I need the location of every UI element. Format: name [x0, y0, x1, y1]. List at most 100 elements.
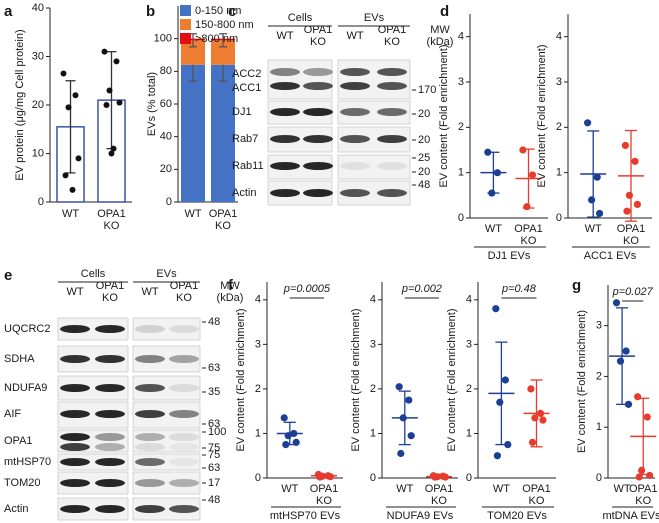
x-axis-label: NDUFA9 EVs	[387, 510, 454, 522]
y-tick-label: 4	[255, 294, 261, 306]
mw-marker: 20	[418, 166, 430, 178]
protein-label: NDUFA9	[4, 382, 47, 394]
mw-marker: 48	[418, 179, 430, 191]
blot-band	[135, 479, 165, 487]
y-axis-label: EV content (Fold enrichment)	[235, 308, 247, 451]
data-point	[496, 398, 504, 406]
mw-marker: 170	[418, 84, 436, 96]
data-point	[523, 203, 531, 211]
blot-band	[303, 108, 333, 116]
data-point	[646, 471, 654, 480]
blot-band	[270, 108, 300, 116]
data-point	[397, 449, 405, 458]
mw-marker: 63	[208, 362, 220, 374]
blot-band	[377, 189, 407, 197]
blot-band	[135, 325, 165, 333]
y-tick-label: 2	[466, 383, 472, 395]
data-point	[622, 347, 630, 355]
blot-band	[95, 443, 125, 451]
blot-band	[270, 135, 300, 143]
blot-strip	[337, 59, 411, 100]
y-tick-label: 4	[556, 31, 562, 43]
x-tick-label: OPA1 KO	[97, 208, 126, 232]
data-point	[62, 172, 69, 179]
blot-band	[60, 505, 90, 513]
blot-band	[60, 355, 90, 363]
blot-band	[169, 479, 199, 487]
data-point	[407, 432, 415, 440]
blot-band	[303, 135, 333, 143]
blot-band	[270, 162, 300, 170]
mw-marker: 25	[418, 152, 430, 164]
y-tick-label: 1	[596, 421, 602, 433]
legend-swatch	[180, 5, 191, 16]
data-point	[108, 150, 115, 157]
x-tick-label: OPA1 KO	[522, 483, 551, 507]
y-tick-label: 1	[255, 427, 261, 439]
y-tick-label: 1	[458, 167, 464, 179]
data-point	[616, 357, 625, 365]
y-tick-label: 2	[458, 121, 464, 133]
y-axis-label: EV content (Fold enrichment)	[536, 44, 548, 187]
panel-label: c	[228, 3, 236, 20]
data-point	[643, 413, 651, 421]
data-point	[103, 102, 110, 108]
blot-band	[95, 410, 125, 418]
lane-label: WT	[141, 286, 158, 298]
legend-label: 0-150 nm	[195, 5, 241, 17]
mw-marker: 48	[208, 316, 220, 328]
y-tick-label: 20	[32, 99, 44, 111]
y-tick-label: 20	[160, 163, 172, 175]
x-tick-label: OPA1 KO	[514, 223, 543, 247]
p-value: p=0.0005	[283, 283, 331, 295]
data-point	[527, 385, 535, 393]
protein-label: ACC2	[232, 68, 261, 80]
y-tick-label: 4	[458, 31, 464, 43]
blot-band	[303, 162, 333, 170]
protein-label: ACC1	[232, 82, 261, 94]
bar-segment	[211, 64, 235, 202]
data-point	[584, 119, 592, 127]
data-point	[528, 438, 537, 446]
blot-band	[303, 82, 333, 90]
blot-band	[135, 433, 165, 441]
data-point	[625, 191, 634, 199]
blot-band	[169, 443, 199, 451]
lane-label: OPA1 KO	[96, 280, 125, 304]
data-point	[405, 396, 413, 404]
data-point	[60, 70, 67, 77]
data-point	[621, 141, 630, 150]
x-tick-label: WT	[396, 483, 413, 495]
blot-band	[95, 505, 125, 513]
x-tick-label: OPA1 KO	[310, 483, 339, 507]
y-tick-label: 4	[370, 294, 376, 306]
blot-band	[169, 355, 199, 363]
blot-band	[60, 410, 90, 418]
blot-band	[340, 68, 370, 76]
protein-label: DJ1	[232, 106, 252, 118]
mw-marker: 35	[208, 386, 220, 398]
data-point	[113, 58, 120, 65]
mw-marker: 63	[208, 462, 220, 474]
panel-label: d	[440, 3, 449, 20]
y-tick-label: 3	[466, 338, 472, 350]
blot-group-label: EVs	[364, 12, 385, 24]
lane-label: OPA1 KO	[170, 280, 199, 304]
y-tick-label: 1	[556, 167, 562, 179]
blot-band	[60, 479, 90, 487]
y-tick-label: 3	[596, 320, 602, 332]
data-point	[633, 200, 642, 208]
y-tick-label: 3	[255, 338, 261, 350]
lane-label: WT	[66, 286, 83, 298]
blot-band	[340, 162, 370, 170]
bar-segment	[181, 64, 205, 202]
y-tick-label: 0	[556, 212, 562, 224]
legend-label: >800 nm	[195, 33, 238, 45]
data-point	[492, 305, 500, 313]
blot-band	[60, 325, 90, 333]
data-point	[519, 146, 527, 154]
blot-band	[60, 443, 90, 451]
x-tick-label: WT	[281, 483, 298, 495]
blot-strip	[132, 471, 201, 495]
protein-label: mtHSP70	[4, 456, 51, 468]
